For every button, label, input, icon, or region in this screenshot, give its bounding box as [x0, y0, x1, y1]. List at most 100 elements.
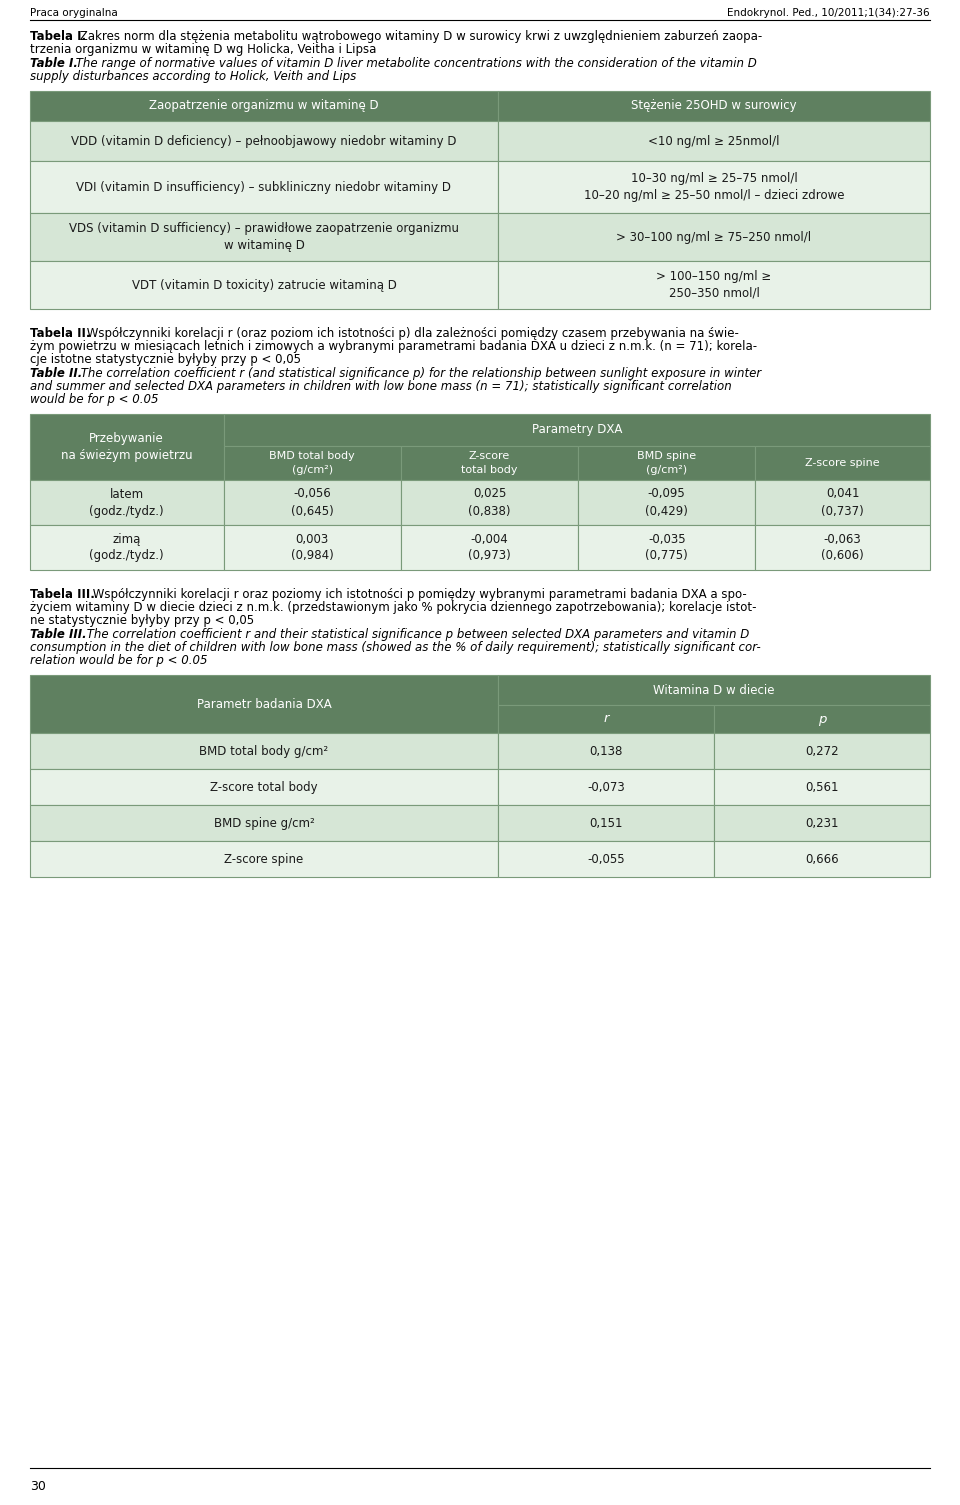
Text: Przebywanie
na świeżym powietrzu: Przebywanie na świeżym powietrzu — [60, 432, 193, 462]
Text: BMD total body
(g/cm²): BMD total body (g/cm²) — [269, 452, 355, 474]
Text: The correlation coefficient r and their statistical significance p between selec: The correlation coefficient r and their … — [83, 628, 749, 641]
Text: VDT (vitamin D toxicity) zatrucie witaminą D: VDT (vitamin D toxicity) zatrucie witami… — [132, 278, 396, 292]
Bar — [30, 769, 498, 805]
Text: Współczynniki korelacji r (oraz poziom ich istotności p) dla zależności pomiędzy: Współczynniki korelacji r (oraz poziom i… — [83, 327, 739, 340]
Bar — [224, 525, 401, 570]
Text: VDS (vitamin D sufficiency) – prawidłowe zaopatrzenie organizmu
w witaminę D: VDS (vitamin D sufficiency) – prawidłowe… — [69, 223, 459, 251]
Text: The range of normative values of vitamin D liver metabolite concentrations with : The range of normative values of vitamin… — [72, 57, 756, 71]
Bar — [498, 120, 930, 161]
Text: 0,151: 0,151 — [589, 817, 623, 829]
Text: -0,073: -0,073 — [588, 781, 625, 793]
Bar — [714, 704, 930, 733]
Text: 0,025
(0,838): 0,025 (0,838) — [468, 488, 511, 518]
Text: 0,003
(0,984): 0,003 (0,984) — [291, 533, 333, 563]
Text: Praca oryginalna: Praca oryginalna — [30, 8, 118, 18]
Bar — [30, 414, 224, 480]
Text: Table II.: Table II. — [30, 367, 83, 379]
Bar — [498, 676, 930, 704]
Bar — [30, 733, 498, 769]
Text: BMD spine g/cm²: BMD spine g/cm² — [214, 817, 314, 829]
Bar — [224, 414, 930, 445]
Text: The correlation coefficient r (and statistical significance p) for the relations: The correlation coefficient r (and stati… — [77, 367, 761, 379]
Text: > 30–100 ng/ml ≥ 75–250 nmol/l: > 30–100 ng/ml ≥ 75–250 nmol/l — [616, 230, 811, 244]
Text: Zaopatrzenie organizmu w witaminę D: Zaopatrzenie organizmu w witaminę D — [149, 99, 379, 113]
Text: życiem witaminy D w diecie dzieci z n.m.k. (przedstawionym jako % pokrycia dzien: życiem witaminy D w diecie dzieci z n.m.… — [30, 600, 756, 614]
Bar — [578, 445, 756, 480]
Text: Stężenie 25OHD w surowicy: Stężenie 25OHD w surowicy — [631, 99, 797, 113]
Text: 0,231: 0,231 — [805, 817, 839, 829]
Text: Witamina D w diecie: Witamina D w diecie — [653, 683, 775, 697]
Text: Z-score total body: Z-score total body — [210, 781, 318, 793]
Bar — [30, 90, 498, 120]
Text: VDI (vitamin D insufficiency) – subkliniczny niedobr witaminy D: VDI (vitamin D insufficiency) – subklini… — [77, 181, 451, 194]
Bar — [714, 769, 930, 805]
Text: Parametr badania DXA: Parametr badania DXA — [197, 697, 331, 710]
Text: p: p — [818, 712, 827, 725]
Text: relation would be for p < 0.05: relation would be for p < 0.05 — [30, 655, 207, 667]
Text: Table III.: Table III. — [30, 628, 86, 641]
Bar — [30, 841, 498, 877]
Bar — [498, 260, 930, 309]
Text: > 100–150 ng/ml ≥
250–350 nmol/l: > 100–150 ng/ml ≥ 250–350 nmol/l — [657, 269, 772, 299]
Text: cje istotne statystycznie byłyby przy p < 0,05: cje istotne statystycznie byłyby przy p … — [30, 354, 301, 366]
Bar — [714, 805, 930, 841]
Text: 10–30 ng/ml ≥ 25–75 nmol/l
10–20 ng/ml ≥ 25–50 nmol/l – dzieci zdrowe: 10–30 ng/ml ≥ 25–75 nmol/l 10–20 ng/ml ≥… — [584, 172, 844, 202]
Text: 0,138: 0,138 — [589, 745, 623, 757]
Bar — [30, 120, 498, 161]
Text: Z-score
total body: Z-score total body — [461, 452, 517, 474]
Text: Parametry DXA: Parametry DXA — [532, 423, 622, 436]
Text: 30: 30 — [30, 1479, 46, 1493]
Text: Endokrynol. Ped., 10/2011;1(34):27-36: Endokrynol. Ped., 10/2011;1(34):27-36 — [728, 8, 930, 18]
Text: -0,035
(0,775): -0,035 (0,775) — [645, 533, 688, 563]
Text: Zakres norm dla stężenia metabolitu wątrobowego witaminy D w surowicy krwi z uwz: Zakres norm dla stężenia metabolitu wątr… — [76, 30, 762, 44]
Text: Współczynniki korelacji r oraz poziomy ich istotności p pomiędzy wybranymi param: Współczynniki korelacji r oraz poziomy i… — [89, 588, 747, 600]
Bar — [401, 480, 578, 525]
Bar — [30, 676, 498, 733]
Bar — [756, 480, 930, 525]
Bar — [30, 805, 498, 841]
Text: -0,055: -0,055 — [588, 852, 625, 865]
Text: -0,004
(0,973): -0,004 (0,973) — [468, 533, 511, 563]
Text: Z-score spine: Z-score spine — [805, 458, 880, 468]
Text: Tabela I.: Tabela I. — [30, 30, 86, 44]
Text: 0,041
(0,737): 0,041 (0,737) — [822, 488, 864, 518]
Bar — [498, 733, 714, 769]
Text: latem
(godz./tydz.): latem (godz./tydz.) — [89, 488, 164, 518]
Text: żym powietrzu w miesiącach letnich i zimowych a wybranymi parametrami badania DX: żym powietrzu w miesiącach letnich i zim… — [30, 340, 757, 354]
Bar — [30, 214, 498, 260]
Text: 0,561: 0,561 — [805, 781, 839, 793]
Bar — [498, 90, 930, 120]
Text: BMD total body g/cm²: BMD total body g/cm² — [200, 745, 328, 757]
Text: Z-score spine: Z-score spine — [225, 852, 303, 865]
Bar — [498, 161, 930, 214]
Bar — [498, 704, 714, 733]
Bar — [401, 445, 578, 480]
Bar — [30, 161, 498, 214]
Bar — [498, 769, 714, 805]
Text: <10 ng/ml ≥ 25nmol/l: <10 ng/ml ≥ 25nmol/l — [648, 134, 780, 147]
Bar — [224, 445, 401, 480]
Text: 0,272: 0,272 — [805, 745, 839, 757]
Bar — [30, 525, 224, 570]
Bar — [714, 733, 930, 769]
Bar — [756, 445, 930, 480]
Text: -0,063
(0,606): -0,063 (0,606) — [822, 533, 864, 563]
Bar — [498, 841, 714, 877]
Text: BMD spine
(g/cm²): BMD spine (g/cm²) — [637, 452, 696, 474]
Text: VDD (vitamin D deficiency) – pełnoobjawowy niedobr witaminy D: VDD (vitamin D deficiency) – pełnoobjawo… — [71, 134, 457, 147]
Text: supply disturbances according to Holick, Veith and Lips: supply disturbances according to Holick,… — [30, 71, 356, 83]
Text: r: r — [603, 712, 609, 725]
Bar — [578, 525, 756, 570]
Text: ne statystycznie byłyby przy p < 0,05: ne statystycznie byłyby przy p < 0,05 — [30, 614, 254, 628]
Bar — [756, 525, 930, 570]
Text: trzenia organizmu w witaminę D wg Holicka, Veitha i Lipsa: trzenia organizmu w witaminę D wg Holick… — [30, 44, 376, 56]
Bar — [578, 480, 756, 525]
Text: would be for p < 0.05: would be for p < 0.05 — [30, 393, 158, 406]
Bar — [30, 260, 498, 309]
Bar — [30, 480, 224, 525]
Bar — [714, 841, 930, 877]
Bar — [224, 480, 401, 525]
Text: and summer and selected DXA parameters in children with low bone mass (n = 71); : and summer and selected DXA parameters i… — [30, 379, 732, 393]
Text: Table I.: Table I. — [30, 57, 78, 71]
Text: zimą
(godz./tydz.): zimą (godz./tydz.) — [89, 533, 164, 563]
